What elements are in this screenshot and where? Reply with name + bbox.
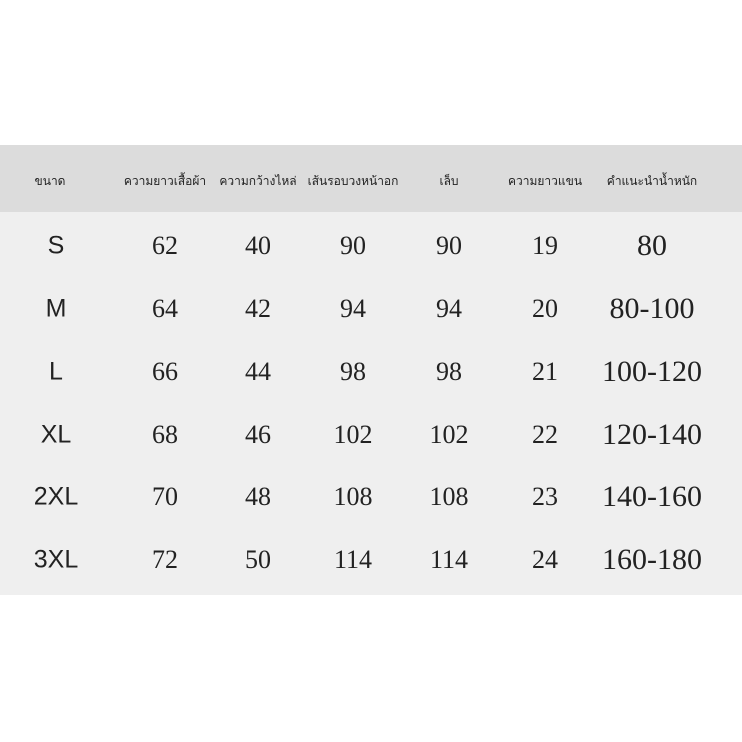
cell-size: L <box>49 357 63 386</box>
cell-hem: 98 <box>436 357 462 386</box>
cell-shoulder-width: 46 <box>245 420 271 449</box>
cell-chest: 94 <box>340 294 366 323</box>
cell-clothing-length: 66 <box>152 357 178 386</box>
cell-sleeve-length: 22 <box>532 420 558 449</box>
header-clothing-length: ความยาวเสื้อผ้า <box>123 174 207 188</box>
cell-size: M <box>45 294 67 323</box>
cell-shoulder-width: 50 <box>245 545 271 574</box>
cell-clothing-length: 72 <box>152 545 178 574</box>
cell-clothing-length: 68 <box>152 420 178 449</box>
cell-sleeve-length: 19 <box>532 231 558 260</box>
cell-hem: 114 <box>429 545 469 574</box>
cell-size: 3XL <box>33 545 79 574</box>
cell-clothing-length: 64 <box>152 294 178 323</box>
cell-hem: 102 <box>429 420 469 449</box>
cell-hem: 94 <box>436 294 462 323</box>
cell-shoulder-width: 40 <box>245 231 271 260</box>
cell-sleeve-length: 20 <box>532 294 558 323</box>
header-hem: เล็บ <box>439 174 459 188</box>
table-header <box>0 145 742 212</box>
cell-shoulder-width: 42 <box>245 294 271 323</box>
cell-weight: 80-100 <box>609 292 695 325</box>
cell-clothing-length: 70 <box>152 482 178 511</box>
cell-chest: 102 <box>333 420 373 449</box>
header-sleeve-length: ความยาวแขน <box>507 174 583 188</box>
cell-weight: 140-160 <box>602 480 702 513</box>
cell-sleeve-length: 24 <box>532 545 558 574</box>
header-weight: คำแนะนำน้ำหนัก <box>606 174 698 188</box>
cell-chest: 108 <box>333 482 373 511</box>
cell-weight: 100-120 <box>602 355 702 388</box>
cell-shoulder-width: 44 <box>245 357 271 386</box>
cell-chest: 114 <box>333 545 373 574</box>
cell-hem: 108 <box>429 482 469 511</box>
cell-hem: 90 <box>436 231 462 260</box>
cell-size: 2XL <box>33 482 79 511</box>
header-chest: เส้นรอบวงหน้าอก <box>307 174 399 188</box>
cell-sleeve-length: 23 <box>532 482 558 511</box>
cell-weight: 120-140 <box>602 418 702 451</box>
header-shoulder-width: ความกว้างไหล่ <box>219 174 297 188</box>
cell-size: XL <box>40 420 72 449</box>
header-size: ขนาด <box>34 174 66 188</box>
cell-chest: 98 <box>340 357 366 386</box>
cell-weight: 80 <box>637 229 667 262</box>
cell-size: S <box>47 231 65 260</box>
cell-clothing-length: 62 <box>152 231 178 260</box>
cell-shoulder-width: 48 <box>245 482 271 511</box>
cell-sleeve-length: 21 <box>532 357 558 386</box>
cell-chest: 90 <box>340 231 366 260</box>
cell-weight: 160-180 <box>602 543 702 576</box>
table-body <box>0 212 742 595</box>
